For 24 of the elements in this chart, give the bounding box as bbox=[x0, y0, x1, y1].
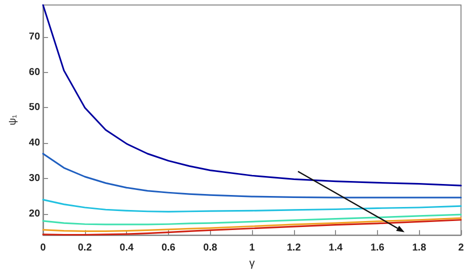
x-axis-title: γ bbox=[249, 258, 256, 270]
line-series bbox=[42, 217, 462, 232]
x-tick-label: 1.2 bbox=[286, 242, 302, 254]
y-tick-label: 50 bbox=[28, 102, 40, 114]
y-tick-label: 60 bbox=[28, 66, 40, 78]
line-series bbox=[42, 152, 462, 198]
x-tick-label: 0 bbox=[40, 242, 46, 254]
x-tick-label: 1.4 bbox=[328, 242, 343, 254]
x-tick-label: 2 bbox=[458, 242, 464, 254]
line-series bbox=[42, 4, 462, 186]
y-tick-label: 40 bbox=[28, 138, 40, 149]
y-axis-title: ψ₁ bbox=[8, 114, 18, 126]
line-series bbox=[42, 198, 462, 213]
x-tick-label: 0.8 bbox=[203, 242, 218, 254]
y-tick-label: 30 bbox=[28, 172, 40, 184]
x-tick-label: 1.6 bbox=[370, 242, 385, 254]
x-tick-label: 1.8 bbox=[412, 242, 427, 254]
y-tick-label: 20 bbox=[28, 208, 40, 220]
y-tick-label: 70 bbox=[28, 31, 40, 42]
x-tick-label: 0.2 bbox=[78, 242, 92, 254]
x-tick-label: 1 bbox=[249, 242, 256, 254]
x-tick-label: 0.6 bbox=[161, 242, 176, 254]
x-tick-label: 0.4 bbox=[120, 242, 134, 254]
line-series bbox=[42, 214, 462, 226]
